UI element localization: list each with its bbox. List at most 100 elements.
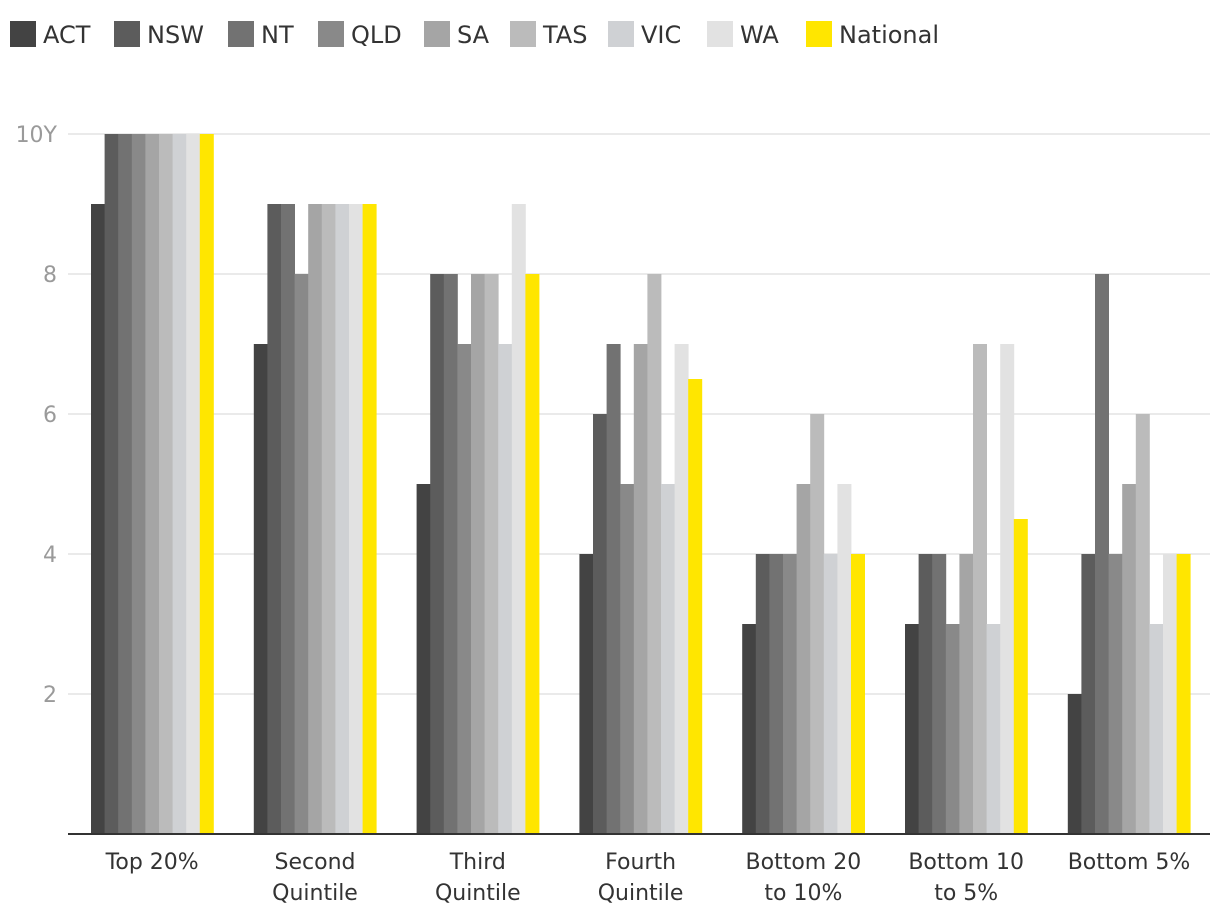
bar-nt-bottom-10-to-5 [932,554,947,834]
bar-nt-second-quintile [281,204,295,834]
bar-nt-top-20 [118,134,133,834]
bar-wa-third-quintile [511,204,526,834]
bar-tas-fourth-quintile [647,274,662,834]
legend-swatch-nsw [114,21,140,47]
bar-nsw-top-20 [104,134,119,834]
bar-act-second-quintile [253,344,268,834]
bar-wa-second-quintile [349,204,363,834]
bar-tas-bottom-10-to-5 [973,344,987,834]
legend-label-act: ACT [43,21,91,49]
legend-swatch-vic [608,21,634,47]
x-tick-label-bottom-5: Bottom 5% [1068,850,1191,875]
bar-vic-bottom-10-to-5 [986,624,1001,834]
x-tick-label-second-quintile-line-2: Quintile [272,881,358,906]
x-tick-label-fourth-quintile-line-2: Quintile [598,881,684,906]
bar-act-bottom-10-to-5 [905,624,919,834]
bar-tas-third-quintile [484,274,499,834]
legend-swatch-sa [424,21,450,47]
legend-label-nsw: NSW [147,21,204,49]
bar-wa-bottom-20-to-10 [837,484,852,834]
bar-qld-second-quintile [294,274,309,834]
y-tick-label-10y: 10Y [16,123,58,148]
y-axis-ticks: 2 4 6 8 10Y [16,123,58,708]
x-tick-label-third-quintile-line-1: Third [449,850,506,875]
x-tick-label-fourth-quintile-line-1: Fourth [605,850,676,875]
bar-nsw-fourth-quintile [593,414,607,834]
bar-wa-bottom-10-to-5 [1000,344,1015,834]
bar-vic-fourth-quintile [661,484,675,834]
legend: ACT NSW NT QLD SA TAS VIC WA National [10,21,939,49]
y-tick-label-4: 4 [43,543,57,568]
x-tick-label-bottom-20-to-10-line-1: Bottom 20 [746,850,862,875]
legend-label-wa: WA [740,21,779,49]
x-tick-label-second-quintile-line-1: Second [275,850,356,875]
bar-national-bottom-10-to-5 [1013,519,1028,834]
legend-swatch-qld [318,21,344,47]
bar-sa-second-quintile [308,204,323,834]
bar-nsw-third-quintile [430,274,445,834]
bar-tas-bottom-5 [1135,414,1150,834]
legend-swatch-nt [228,21,254,47]
bar-act-bottom-20-to-10 [742,624,757,834]
bar-nt-fourth-quintile [606,344,621,834]
bar-tas-bottom-20-to-10 [810,414,825,834]
bar-wa-bottom-5 [1163,554,1177,834]
bar-vic-bottom-5 [1149,624,1164,834]
legend-swatch-tas [510,21,536,47]
bar-qld-third-quintile [457,344,472,834]
bar-nt-third-quintile [443,274,458,834]
x-tick-label-bottom-20-to-10-line-2: to 10% [764,881,842,906]
bar-act-fourth-quintile [579,554,594,834]
bar-act-bottom-5 [1067,694,1082,834]
bar-vic-bottom-20-to-10 [823,554,838,834]
bar-tas-top-20 [159,134,173,834]
bar-national-top-20 [199,134,214,834]
bar-qld-fourth-quintile [620,484,635,834]
bar-qld-top-20 [131,134,146,834]
bar-vic-top-20 [172,134,187,834]
legend-label-vic: VIC [641,21,681,49]
bar-sa-top-20 [145,134,160,834]
bar-nsw-bottom-10-to-5 [918,554,933,834]
bar-act-third-quintile [416,484,431,834]
y-tick-label-8: 8 [43,263,57,288]
legend-label-national: National [839,21,939,49]
legend-label-qld: QLD [351,21,402,49]
bar-national-bottom-5 [1176,554,1191,834]
x-tick-label-bottom-10-to-5-line-1: Bottom 10 [908,850,1024,875]
x-tick-label-top-20: Top 20% [105,850,199,875]
bar-wa-fourth-quintile [674,344,689,834]
bar-nsw-bottom-20-to-10 [755,554,770,834]
bar-sa-bottom-5 [1122,484,1137,834]
legend-swatch-national [806,21,832,47]
x-tick-label-third-quintile-line-2: Quintile [435,881,521,906]
bar-vic-second-quintile [335,204,350,834]
bar-vic-third-quintile [498,344,513,834]
bars [91,134,1191,834]
bar-nt-bottom-20-to-10 [769,554,784,834]
bar-sa-third-quintile [471,274,485,834]
bar-sa-fourth-quintile [633,344,648,834]
y-tick-label-2: 2 [43,683,57,708]
bar-qld-bottom-10-to-5 [945,624,960,834]
bar-sa-bottom-20-to-10 [796,484,811,834]
bar-qld-bottom-20-to-10 [783,554,797,834]
legend-swatch-wa [707,21,733,47]
bar-nt-bottom-5 [1095,274,1109,834]
legend-label-sa: SA [457,21,490,49]
legend-swatch-act [10,21,36,47]
x-tick-label-bottom-10-to-5-line-2: to 5% [934,881,998,906]
legend-label-nt: NT [261,21,294,49]
bar-national-third-quintile [525,274,540,834]
bar-national-bottom-20-to-10 [851,554,865,834]
bar-nsw-bottom-5 [1081,554,1096,834]
bar-act-top-20 [91,204,105,834]
bar-tas-second-quintile [321,204,336,834]
x-axis-labels: Top 20% Second Quintile Third Quintile Fourth… [105,850,1191,906]
bar-national-fourth-quintile [688,379,703,834]
bar-qld-bottom-5 [1108,554,1123,834]
y-tick-label-6: 6 [43,403,57,428]
bar-national-second-quintile [362,204,377,834]
legend-label-tas: TAS [542,21,587,49]
